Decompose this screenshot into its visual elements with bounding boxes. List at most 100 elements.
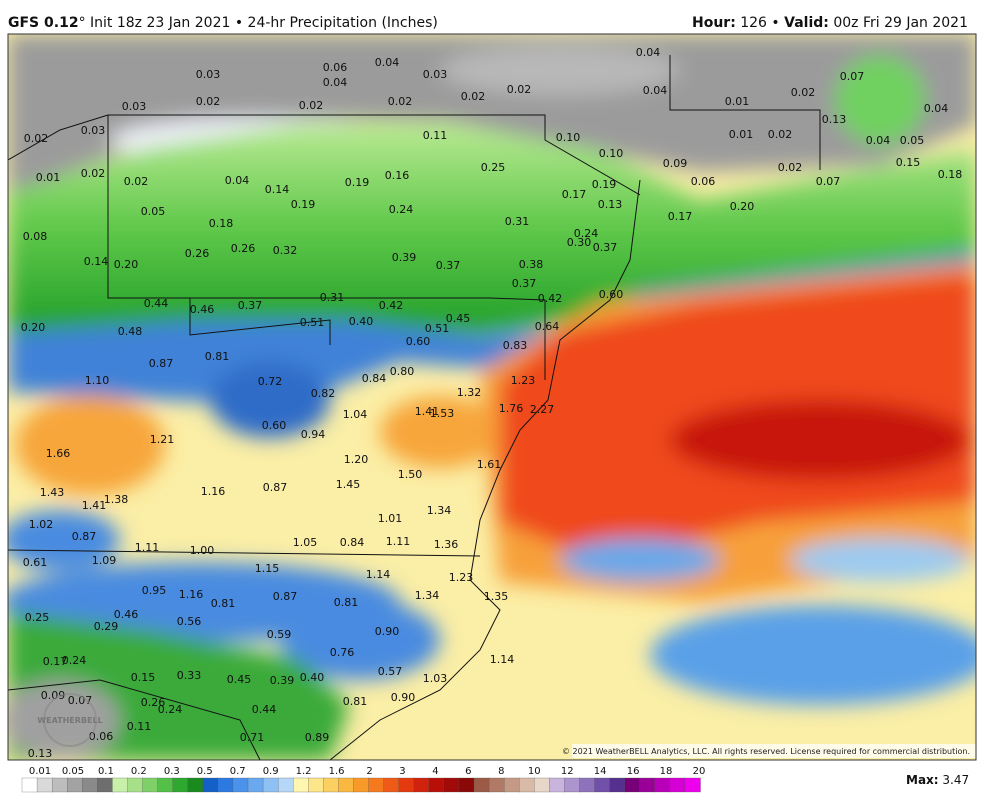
colorbar-tick-label: 8 xyxy=(498,766,504,777)
colorbar-swatch xyxy=(383,777,400,793)
precip-label: 0.81 xyxy=(334,596,359,609)
precip-label: 0.72 xyxy=(258,375,283,388)
precip-label: 0.14 xyxy=(84,255,109,268)
precip-label: 0.01 xyxy=(729,128,754,141)
precip-label: 0.02 xyxy=(791,86,816,99)
colorbar-swatch xyxy=(443,777,460,793)
max-label: Max: xyxy=(906,773,939,787)
precip-label: 0.24 xyxy=(158,703,183,716)
colorbar-tick-label: 18 xyxy=(660,766,673,777)
precip-label: 0.87 xyxy=(263,481,288,494)
precip-label: 0.33 xyxy=(177,669,202,682)
precip-label: 0.08 xyxy=(23,230,48,243)
precip-label: 1.35 xyxy=(484,590,509,603)
precip-label: 0.56 xyxy=(177,615,202,628)
degree: ° xyxy=(79,15,86,31)
precip-label: 0.37 xyxy=(436,259,461,272)
precip-label: 0.87 xyxy=(149,357,174,370)
colorbar-swatch xyxy=(51,777,68,793)
precip-label: 0.06 xyxy=(89,730,114,743)
precip-label: 0.02 xyxy=(124,175,149,188)
colorbar-swatch xyxy=(172,777,189,793)
precip-label: 0.94 xyxy=(301,428,326,441)
colorbar-tick-label: 1.2 xyxy=(296,766,312,777)
colorbar-swatch xyxy=(534,777,550,793)
precip-label: 0.13 xyxy=(598,198,623,211)
copyright: © 2021 WeatherBELL Analytics, LLC. All r… xyxy=(562,747,970,756)
precip-label: 1.11 xyxy=(135,541,160,554)
precip-label: 1.41 xyxy=(415,405,440,418)
precip-label: 0.83 xyxy=(503,339,528,352)
precip-label: 1.16 xyxy=(179,588,204,601)
precip-label: 0.05 xyxy=(141,205,166,218)
max-value: 3.47 xyxy=(939,773,970,787)
precip-label: 1.76 xyxy=(499,402,524,415)
precip-label: 0.39 xyxy=(270,674,295,687)
colorbar-swatch xyxy=(67,777,83,793)
colorbar-swatch xyxy=(594,777,611,793)
watermark: WEATHERBELL xyxy=(37,716,102,725)
precip-label: 1.53 xyxy=(430,407,455,420)
precip-label: 1.16 xyxy=(201,485,226,498)
precip-label: 0.18 xyxy=(209,217,234,230)
precip-label: 0.03 xyxy=(196,68,221,81)
colorbar-swatch xyxy=(112,777,129,793)
colorbar-swatch xyxy=(262,777,279,793)
map: 0.03 0.06 0.04 0.03 0.04 0.04 0.04 0.07 0.03 0.02… xyxy=(8,34,976,760)
precip-label: 1.20 xyxy=(344,453,369,466)
precip-label: 0.09 xyxy=(41,689,66,702)
precip-field xyxy=(8,34,976,760)
precip-labels: 0.03 0.06 0.04 0.03 0.04 0.04 0.04 0.07 0.03 0.02… xyxy=(21,46,963,760)
precip-label: 0.20 xyxy=(730,200,755,213)
map-frame xyxy=(7,33,977,761)
colorbar-swatch xyxy=(654,777,671,793)
colorbar-swatch xyxy=(458,777,475,793)
precip-label: 0.24 xyxy=(574,227,599,240)
colorbar-tick-label: 0.2 xyxy=(131,766,147,777)
precip-label: 1.00 xyxy=(190,544,215,557)
precip-label: 0.14 xyxy=(265,183,290,196)
colorbar-swatch xyxy=(277,777,294,793)
precip-label: 0.71 xyxy=(240,731,265,744)
model: GFS 0.12 xyxy=(8,15,79,31)
precip-label: 0.01 xyxy=(725,95,750,108)
precip-label: 0.26 xyxy=(185,247,210,260)
precip-label: 0.81 xyxy=(205,350,230,363)
precip-label: 0.06 xyxy=(691,175,716,188)
precip-label: 0.02 xyxy=(299,99,324,112)
precip-label: 0.60 xyxy=(262,419,287,432)
precip-label: 1.14 xyxy=(366,568,391,581)
precip-label: 1.34 xyxy=(427,504,452,517)
precip-label: 0.44 xyxy=(252,703,277,716)
colorbar-swatch xyxy=(609,777,626,793)
precip-label: 0.04 xyxy=(636,46,661,59)
precip-label: 0.11 xyxy=(423,129,448,142)
colorbar-swatch xyxy=(127,777,144,793)
colorbar-tick-label: 3 xyxy=(399,766,405,777)
precip-label: 0.89 xyxy=(305,731,330,744)
colorbar: 0.01 0.05 0.1 0.2 0.3 0.5 0.7 0.9 1.2 1.6 2 3 4 6 8 10 1… xyxy=(21,766,706,793)
colorbar-tick-label: 20 xyxy=(693,766,706,777)
colorbar-tick-label: 4 xyxy=(432,766,438,777)
precip-label: 1.09 xyxy=(92,554,117,567)
precip-label: 0.17 xyxy=(562,188,587,201)
precip-label: 0.26 xyxy=(231,242,256,255)
precip-label: 0.04 xyxy=(924,102,949,115)
precip-label: 0.26 xyxy=(141,696,166,709)
precip-label: 0.82 xyxy=(311,387,336,400)
logo xyxy=(43,693,97,747)
colorbar-tick-label: 0.7 xyxy=(230,766,246,777)
colorbar-tick-label: 0.9 xyxy=(263,766,279,777)
colorbar-tick-label: 14 xyxy=(594,766,607,777)
precip-label: 0.90 xyxy=(391,691,416,704)
precip-label: 0.24 xyxy=(389,203,414,216)
precip-label: 1.21 xyxy=(150,433,175,446)
colorbar-tick-label: 0.5 xyxy=(197,766,213,777)
precip-label: 0.42 xyxy=(538,292,563,305)
precip-label: 1.01 xyxy=(378,512,403,525)
precip-label: 0.19 xyxy=(345,176,370,189)
precip-label: 1.04 xyxy=(343,408,368,421)
precip-label: 0.57 xyxy=(378,665,403,678)
precip-label: 1.66 xyxy=(46,447,71,460)
precip-label: 0.60 xyxy=(406,335,431,348)
